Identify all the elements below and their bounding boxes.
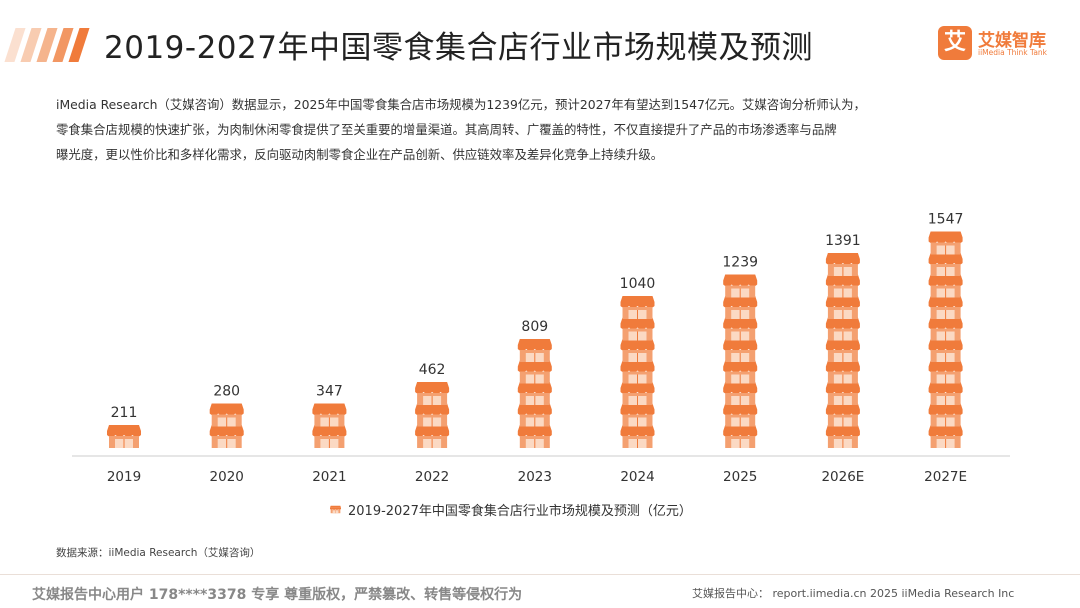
bar-segment-icon	[517, 360, 552, 384]
data-label-2024: 1040	[620, 276, 656, 292]
footer: 艾媒报告中心用户 178****3378 专享 尊重版权，严禁篡改、转售等侵权行…	[0, 574, 1080, 608]
title-stripes	[0, 28, 90, 62]
x-tick-label-2023: 2023	[518, 469, 552, 485]
footer-copyright-notice: 艾媒报告中心用户 178****3378 专享 尊重版权，严禁篡改、转售等侵权行…	[32, 587, 523, 603]
data-source: 数据来源：iiMedia Research（艾媒咨询）	[56, 547, 261, 559]
x-tick-label-2026E: 2026E	[821, 469, 864, 485]
bar-segment-icon	[825, 339, 860, 362]
bar-segment-icon	[620, 360, 655, 384]
data-label-2027E: 1547	[928, 212, 964, 228]
brand-name: 艾媒智库	[978, 31, 1046, 51]
bar-segment-icon	[723, 317, 758, 341]
footer-site-info: 艾媒报告中心： report.iimedia.cn 2025 iiMedia R…	[692, 587, 1015, 600]
bar-segment-icon	[928, 253, 963, 276]
bar-segment-icon	[928, 274, 963, 298]
bar-2020	[209, 403, 244, 448]
data-label-2025: 1239	[722, 255, 758, 271]
value-labels-group: 211 280 347 462 809 1040 1239 1391 1547	[111, 212, 964, 422]
description: iMedia Research（艾媒咨询）数据显示，2025年中国零食集合店市场…	[56, 92, 1036, 167]
bar-segment-icon	[723, 382, 758, 405]
header: 2019-2027年中国零食集合店行业市场规模及预测 艾 艾媒智库 iiMedi…	[0, 0, 1080, 86]
bar-segment-icon	[312, 403, 347, 427]
bar-segment-icon	[517, 425, 552, 448]
x-tick-label-2027E: 2027E	[924, 469, 967, 485]
page-title: 2019-2027年中国零食集合店行业市场规模及预测	[104, 30, 813, 66]
bar-2025	[723, 274, 758, 448]
bars-group	[107, 231, 963, 448]
brand-subtitle: iiMedia Think Tank	[978, 48, 1048, 57]
bar-segment-icon	[723, 403, 758, 427]
bar-segment-icon	[928, 231, 963, 255]
bar-segment-icon	[825, 425, 860, 448]
bar-segment-icon	[312, 425, 347, 448]
bar-segment-icon	[723, 274, 758, 298]
x-tick-label-2022: 2022	[415, 469, 449, 485]
bar-2023	[517, 339, 552, 448]
bar-segment-icon	[620, 317, 655, 341]
bar-2019	[107, 425, 141, 448]
bar-segment-icon	[928, 296, 963, 319]
bar-segment-icon	[928, 382, 963, 405]
bar-segment-icon	[928, 339, 963, 362]
description-line: 零食集合店规模的快速扩张，为肉制休闲零食提供了至关重要的增量渠道。其高周转、广覆…	[56, 122, 837, 137]
x-tick-label-2020: 2020	[210, 469, 244, 485]
bar-segment-icon	[415, 403, 450, 427]
data-label-2023: 809	[521, 319, 548, 335]
x-tick-label-2025: 2025	[723, 469, 757, 485]
bar-segment-icon	[825, 382, 860, 405]
data-label-2021: 347	[316, 384, 343, 400]
bar-segment-icon	[620, 339, 655, 362]
data-label-2026E: 1391	[825, 233, 861, 249]
legend-shop-icon	[330, 505, 341, 514]
bar-segment-icon	[928, 425, 963, 448]
bar-segment-icon	[209, 403, 244, 427]
bar-segment-icon	[517, 382, 552, 405]
chart-legend: 2019-2027年中国零食集合店行业市场规模及预测（亿元）	[330, 500, 692, 519]
bar-segment-icon	[825, 296, 860, 319]
description-line: iMedia Research（艾媒咨询）数据显示，2025年中国零食集合店市场…	[56, 97, 866, 112]
bar-2026E	[825, 253, 860, 448]
bar-segment-icon	[825, 403, 860, 427]
description-line: 曝光度，更以性价比和多样化需求，反向驱动肉制零食企业在产品创新、供应链效率及差异…	[56, 147, 664, 162]
bar-segment-icon	[517, 339, 552, 362]
x-tick-label-2021: 2021	[312, 469, 346, 485]
data-label-2019: 211	[111, 405, 138, 421]
bar-segment-icon	[517, 403, 552, 427]
bar-segment-icon	[723, 296, 758, 319]
bar-segment-icon	[723, 360, 758, 384]
bar-segment-icon	[209, 425, 244, 448]
bar-segment-icon	[928, 360, 963, 384]
bar-segment-icon	[928, 317, 963, 341]
bar-segment-icon	[825, 360, 860, 384]
bar-segment-icon	[620, 382, 655, 405]
bar-2022	[415, 382, 450, 448]
x-tick-label-2024: 2024	[620, 469, 654, 485]
bar-segment-icon	[723, 425, 758, 448]
bar-segment-icon	[928, 403, 963, 427]
bar-segment-icon	[825, 253, 860, 276]
bar-segment-icon	[825, 274, 860, 298]
bar-2027E	[928, 231, 963, 448]
data-label-2020: 280	[213, 384, 240, 400]
data-label-2022: 462	[419, 362, 446, 378]
legend-label: 2019-2027年中国零食集合店行业市场规模及预测（亿元）	[348, 504, 692, 519]
bar-segment-icon	[620, 425, 655, 448]
x-tick-labels-group: 2019 2020 2021 2022 2023 2024 2025 2026E 2027E	[107, 469, 967, 485]
x-tick-label-2019: 2019	[107, 469, 141, 485]
bar-segment-icon	[415, 382, 450, 405]
bar-chart: 211 280 347 462 809 1040 1239 1391 1547 2019 2020…	[72, 212, 1010, 485]
bar-segment-icon	[723, 339, 758, 362]
bar-segment-icon	[620, 296, 655, 319]
brand-logo-icon: 艾	[938, 26, 972, 60]
brand-logo: 艾 艾媒智库 iiMedia Think Tank	[938, 26, 1068, 62]
bar-2024	[620, 296, 655, 448]
bar-segment-icon	[107, 425, 141, 448]
bar-segment-icon	[415, 425, 450, 448]
bar-2021	[312, 403, 347, 448]
bar-segment-icon	[825, 317, 860, 341]
bar-segment-icon	[620, 403, 655, 427]
